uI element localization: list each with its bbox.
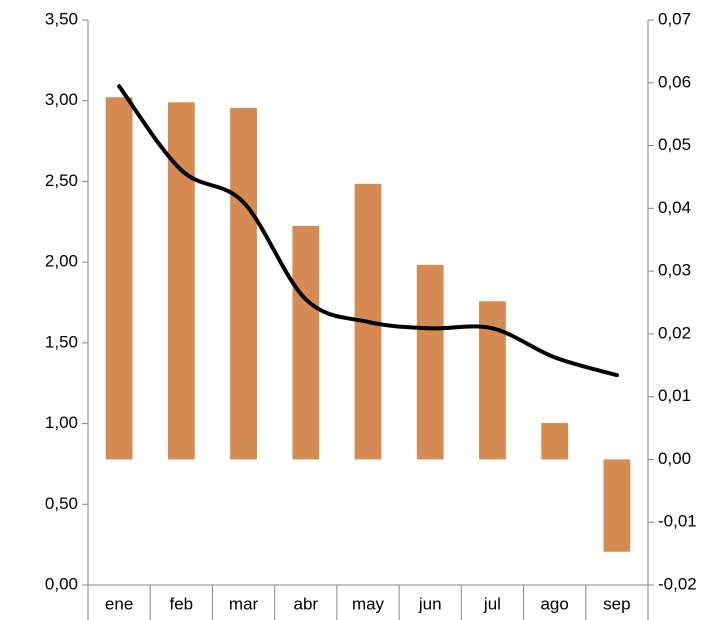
- y2-tick-label: -0,01: [658, 512, 697, 531]
- bar: [541, 423, 569, 460]
- y-tick-label: 1,00: [45, 413, 78, 432]
- x-tick-label: sep: [603, 594, 630, 613]
- x-tick-label: jul: [483, 594, 501, 613]
- x-tick-label: ago: [540, 594, 568, 613]
- line: [117, 84, 619, 378]
- y-tick-label: 2,00: [45, 252, 78, 271]
- bar: [105, 97, 133, 460]
- y-tick-label: 1,50: [45, 332, 78, 351]
- y2-tick-label: 0,06: [658, 72, 691, 91]
- x-tick-label: feb: [170, 594, 194, 613]
- y-tick-label: 2,50: [45, 171, 78, 190]
- x-tick-label: jun: [418, 594, 442, 613]
- x-tick-label: may: [352, 594, 385, 613]
- bar: [230, 107, 257, 460]
- bar: [603, 459, 631, 552]
- y-tick-label: 0,50: [45, 494, 78, 513]
- y2-tick-label: 0,02: [658, 323, 691, 342]
- y2-tick-label: -0,02: [658, 574, 697, 593]
- x-tick-label: abr: [293, 594, 318, 613]
- x-tick-label: mar: [229, 594, 259, 613]
- x-tick-label: ene: [105, 594, 133, 613]
- bar: [292, 225, 320, 460]
- y2-tick-label: 0,07: [658, 9, 691, 28]
- bar: [416, 264, 444, 460]
- bar: [167, 102, 195, 460]
- y2-tick-label: 0,05: [658, 135, 691, 154]
- y2-tick-label: 0,03: [658, 261, 691, 280]
- y-tick-label: 3,50: [45, 9, 78, 28]
- y2-tick-label: 0,04: [658, 198, 691, 217]
- y-tick-label: 3,00: [45, 90, 78, 109]
- y-tick-label: 0,00: [45, 574, 78, 593]
- y2-tick-label: 0,00: [658, 449, 691, 468]
- y2-tick-label: 0,01: [658, 386, 691, 405]
